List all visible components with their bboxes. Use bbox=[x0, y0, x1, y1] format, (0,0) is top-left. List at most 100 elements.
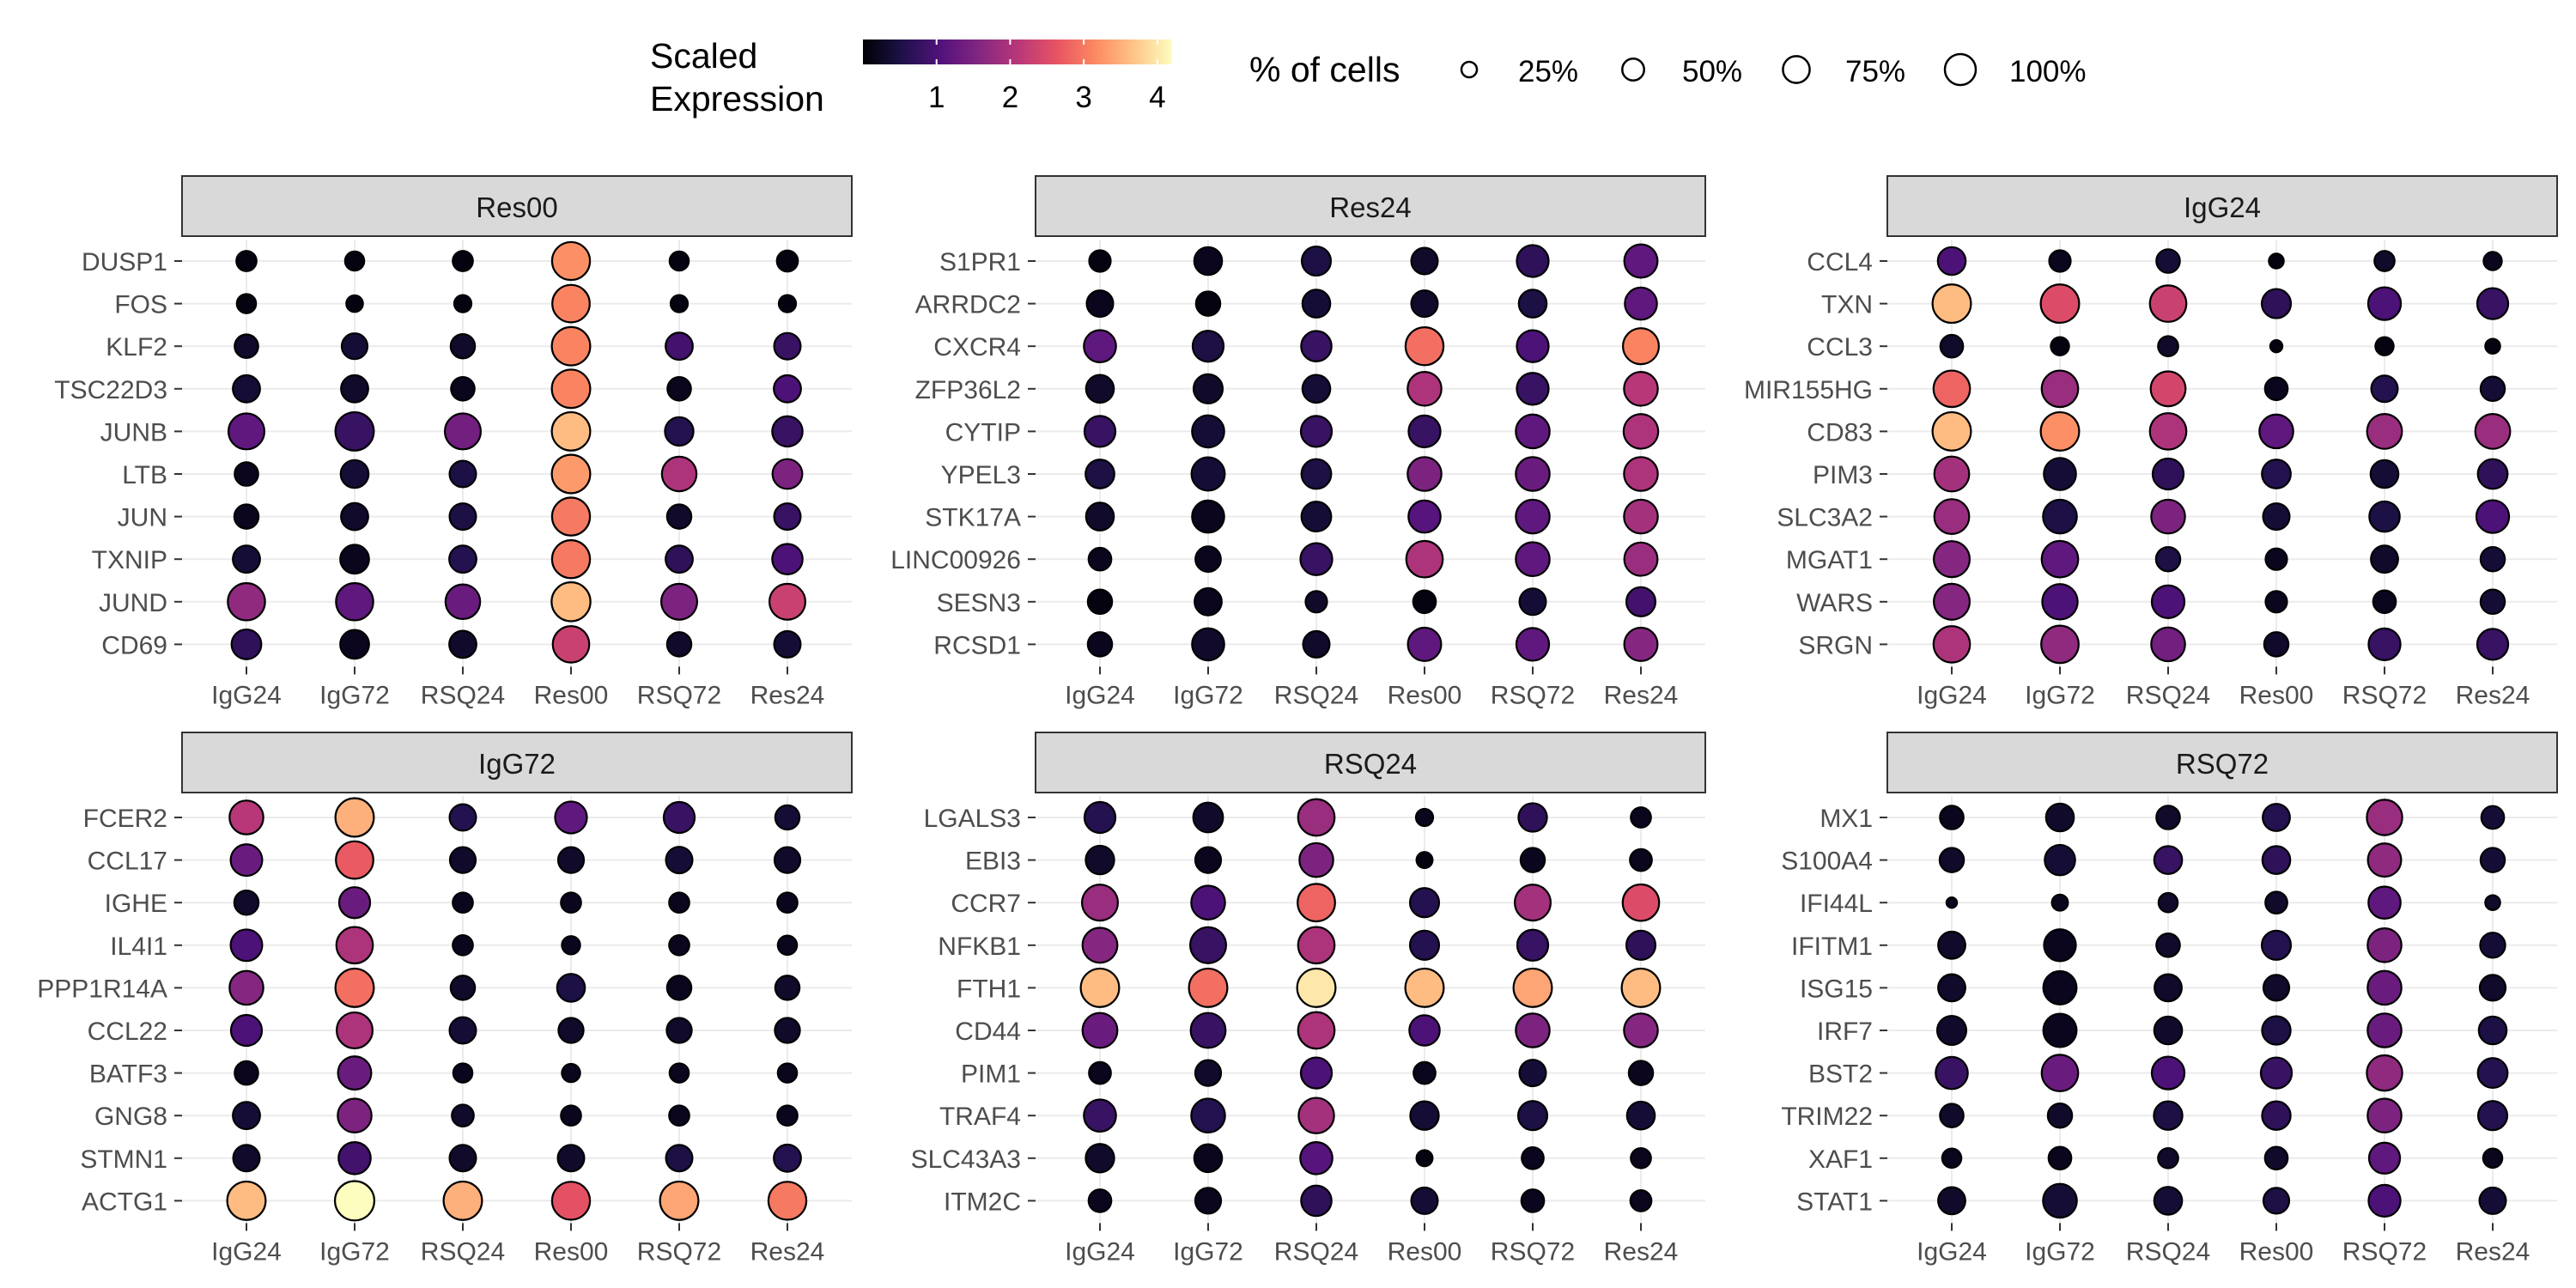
dot-ccl3-igg72 bbox=[2050, 336, 2070, 356]
y-tick-label: MIR155HG bbox=[1744, 376, 1873, 404]
dot-ighe-igg24 bbox=[233, 889, 260, 916]
panels: Res00 DUSP1 FOS KLF2 TSC22D3 JUNB LTB JUN TXNIP J… bbox=[37, 175, 2558, 1266]
dot-bst2-rsq24 bbox=[2150, 1055, 2186, 1091]
x-tick-label: IgG24 bbox=[1917, 681, 1987, 709]
dot-cd83-rsq72 bbox=[2366, 412, 2403, 450]
dot-s100a4-rsq24 bbox=[2153, 845, 2184, 875]
dot-slc3a2-res24 bbox=[2475, 499, 2511, 534]
dot-trim22-igg72 bbox=[2046, 1102, 2074, 1129]
dot-bst2-rsq72 bbox=[2366, 1054, 2403, 1092]
dot-arrdc2-res24 bbox=[1624, 286, 1658, 321]
dot-ppp1r14a-rsq72 bbox=[665, 975, 693, 1001]
dot-ccr7-res24 bbox=[1621, 883, 1661, 922]
dot-isg15-rsq72 bbox=[2366, 969, 2403, 1006]
dot-stk17a-igg24 bbox=[1084, 501, 1115, 532]
dot-ppp1r14a-igg24 bbox=[228, 969, 264, 1006]
dot-zfp36l2-igg72 bbox=[1192, 373, 1224, 404]
dot-cytip-igg72 bbox=[1191, 414, 1225, 449]
dot-trim22-rsq72 bbox=[2366, 1097, 2403, 1133]
dot-irf7-rsq72 bbox=[2366, 1012, 2403, 1048]
y-tick-label: ITM2C bbox=[944, 1188, 1021, 1216]
dot-isg15-res00 bbox=[2262, 974, 2291, 1002]
dot-ebi3-igg72 bbox=[1194, 846, 1223, 874]
dot-tsc22d3-res24 bbox=[773, 374, 802, 404]
dot-isg15-igg24 bbox=[1937, 973, 1966, 1003]
dot-cd69-res24 bbox=[773, 629, 802, 659]
dot-jund-res00 bbox=[550, 581, 592, 623]
dot-rcsd1-igg72 bbox=[1191, 627, 1225, 662]
panel-title: IgG72 bbox=[478, 748, 556, 780]
legend: Scaled Expression 1 2 3 4 % of cells 25% 50%… bbox=[650, 36, 2087, 118]
dot-ccr7-rsq72 bbox=[1513, 884, 1552, 922]
dot-srgn-rsq72 bbox=[2367, 627, 2402, 662]
dot-s100a4-igg72 bbox=[2044, 843, 2076, 877]
dot-ltb-rsq72 bbox=[660, 455, 698, 493]
dot-ifitm1-res24 bbox=[2479, 932, 2506, 959]
dot-ifitm1-igg24 bbox=[1937, 930, 1966, 960]
dot-ighe-rsq72 bbox=[668, 891, 690, 914]
x-tick-label: RSQ72 bbox=[2342, 1237, 2427, 1266]
y-tick-label: SLC3A2 bbox=[1777, 504, 1873, 532]
dot-tsc22d3-igg72 bbox=[340, 374, 369, 404]
dot-irf7-res00 bbox=[2261, 1015, 2292, 1046]
dot-nfkb1-rsq24 bbox=[1297, 926, 1336, 965]
dot-cxcr4-res24 bbox=[1621, 327, 1661, 366]
dot-s100a4-rsq72 bbox=[2366, 842, 2403, 878]
dot-traf4-rsq72 bbox=[1516, 1100, 1549, 1132]
dot-batf3-res00 bbox=[561, 1062, 581, 1084]
dot-klf2-rsq24 bbox=[449, 332, 477, 360]
panel-strip bbox=[181, 175, 853, 237]
y-tick-label: LGALS3 bbox=[924, 805, 1021, 833]
y-tick-label: RCSD1 bbox=[933, 631, 1021, 659]
size-legend-circle bbox=[1943, 52, 1978, 87]
dot-dusp1-res24 bbox=[775, 249, 799, 273]
dot-stmn1-res24 bbox=[773, 1143, 802, 1173]
dot-junb-rsq24 bbox=[443, 412, 483, 451]
dot-fcer2-res00 bbox=[554, 800, 588, 835]
y-tick-label: ZFP36L2 bbox=[915, 376, 1021, 404]
dot-ighe-rsq24 bbox=[452, 891, 474, 914]
x-tick-label: IgG24 bbox=[211, 681, 282, 709]
panel-strip bbox=[1035, 175, 1706, 237]
dot-ccl22-igg24 bbox=[229, 1013, 264, 1048]
dot-ccl3-igg24 bbox=[1939, 333, 1965, 359]
dot-cd69-igg24 bbox=[230, 628, 263, 660]
color-tick-label: 3 bbox=[1075, 81, 1091, 114]
dot-linc00926-rsq24 bbox=[1299, 542, 1334, 576]
dot-mx1-rsq72 bbox=[2366, 799, 2403, 836]
dot-mir155hg-rsq24 bbox=[2149, 370, 2187, 408]
dot-junb-res24 bbox=[771, 415, 804, 448]
dot-arrdc2-igg24 bbox=[1085, 289, 1115, 319]
dot-zfp36l2-igg24 bbox=[1084, 374, 1115, 404]
dot-dusp1-rsq72 bbox=[668, 250, 690, 272]
panel-strip bbox=[181, 732, 853, 793]
dot-ifi44l-igg24 bbox=[1945, 896, 1959, 909]
dot-stat1-igg72 bbox=[2042, 1182, 2078, 1219]
dot-ccl17-igg72 bbox=[335, 840, 374, 880]
x-tick-label: Res24 bbox=[750, 681, 825, 709]
dot-gng8-res24 bbox=[776, 1104, 799, 1127]
y-tick-label: BATF3 bbox=[89, 1060, 167, 1089]
y-tick-label: PIM3 bbox=[1813, 461, 1873, 489]
dot-jun-rsq72 bbox=[665, 503, 693, 530]
dot-ccl17-rsq72 bbox=[665, 846, 694, 875]
panel-strip bbox=[1035, 732, 1706, 793]
y-tick-label: CD44 bbox=[955, 1018, 1021, 1046]
dot-ccl3-res24 bbox=[2484, 337, 2501, 355]
dot-ifitm1-rsq72 bbox=[2366, 927, 2403, 963]
size-legend-label: 25% bbox=[1518, 55, 1578, 88]
dot-traf4-res00 bbox=[1409, 1100, 1440, 1131]
dot-mir155hg-res24 bbox=[2479, 375, 2506, 403]
dot-klf2-res24 bbox=[773, 331, 802, 361]
dot-fcer2-rsq72 bbox=[662, 800, 696, 835]
dot-stk17a-res00 bbox=[1407, 499, 1442, 534]
dot-il4i1-rsq24 bbox=[452, 933, 474, 957]
dot-stat1-res00 bbox=[2262, 1187, 2291, 1215]
dot-fth1-res24 bbox=[1620, 967, 1662, 1008]
dot-actg1-igg72 bbox=[333, 1180, 376, 1222]
dot-linc00926-res24 bbox=[1623, 541, 1659, 577]
panel-strip bbox=[1886, 732, 2558, 793]
dot-isg15-igg72 bbox=[2042, 969, 2078, 1005]
dot-ccr7-res00 bbox=[1408, 887, 1441, 919]
